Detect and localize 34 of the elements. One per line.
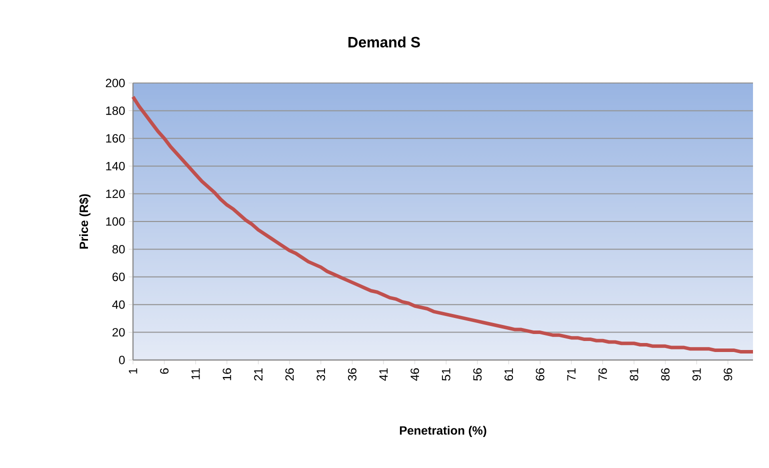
x-tick-label: 66 [536,368,544,380]
y-tick-label: 60 [112,272,125,282]
x-tick-label: 41 [379,368,388,381]
chart-title: Demand S [348,36,420,48]
x-tick-label: 1 [128,368,138,374]
y-tick-label: 0 [119,356,125,364]
x-tick-label: 61 [504,368,513,380]
x-tick-label: 31 [316,368,326,381]
x-tick-label: 26 [285,368,294,380]
x-tick-label: 21 [254,368,262,380]
y-tick-label: 80 [112,244,125,254]
x-tick-label: 56 [473,368,482,381]
x-tick-label: 86 [661,368,670,381]
x-tick-label: 76 [598,368,607,380]
x-tick-label: 46 [410,368,420,381]
y-tick-label: 140 [106,162,125,170]
y-tick-label: 20 [112,328,125,337]
x-tick-label: 6 [160,368,169,374]
x-tick-label: 51 [442,368,450,381]
y-tick-label: 200 [106,78,125,88]
x-tick-label: 81 [630,368,638,381]
y-tick-label: 180 [106,106,125,115]
x-tick-label: 71 [567,368,576,380]
x-tick-label: 96 [724,368,732,381]
y-tick-label: 100 [106,217,125,226]
x-tick-label: 11 [192,368,200,380]
x-axis-title: Penetration (%) [400,426,486,438]
y-tick-label: 120 [106,190,125,198]
y-tick-label: 160 [106,134,125,143]
x-tick-label: 16 [222,368,232,380]
x-tick-label: 91 [692,368,701,381]
y-axis-title: Price (R$) [79,194,90,249]
y-tick-label: 40 [112,300,125,309]
x-tick-label: 36 [348,368,356,381]
